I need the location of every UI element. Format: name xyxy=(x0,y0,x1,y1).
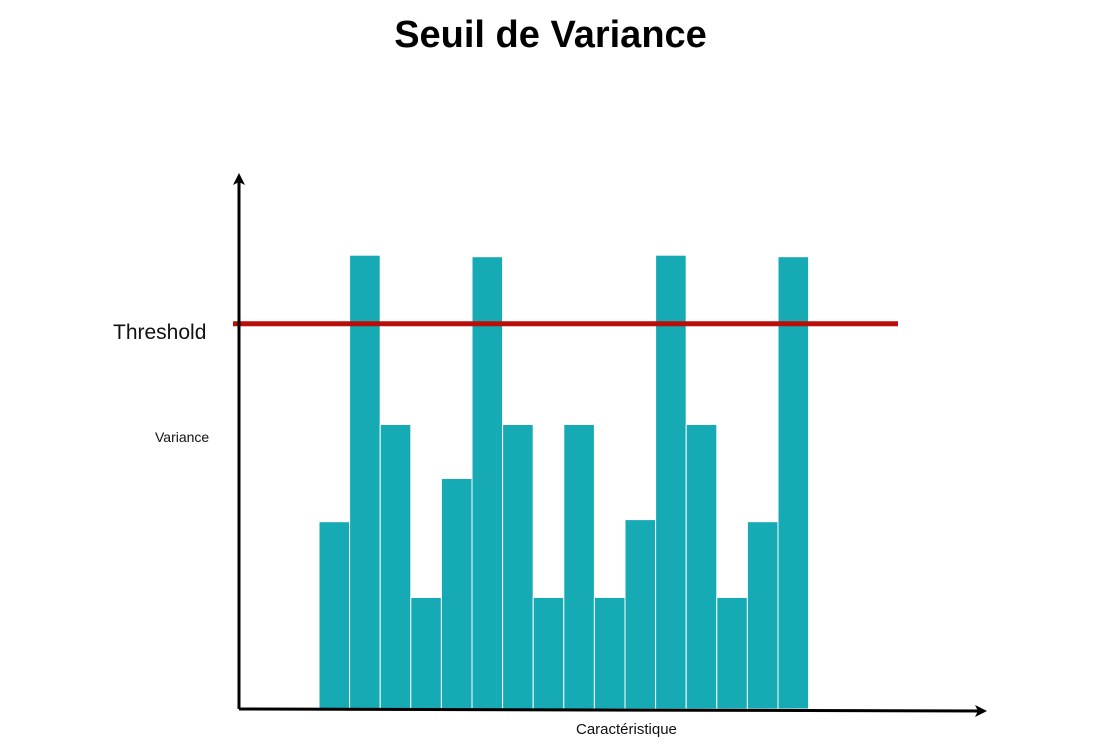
bar-3 xyxy=(379,424,412,710)
bar-12 xyxy=(655,254,687,710)
bar-5 xyxy=(440,478,473,710)
bar-16 xyxy=(777,256,810,710)
bar-9 xyxy=(563,424,595,710)
y-axis-label: Variance xyxy=(155,429,210,445)
bar-14 xyxy=(716,596,748,710)
bar-15 xyxy=(746,521,779,710)
bar-4 xyxy=(410,596,442,710)
bar-7 xyxy=(502,424,534,710)
bar-8 xyxy=(532,596,565,710)
bars-group xyxy=(318,254,810,710)
x-axis-label: Caractéristique xyxy=(576,721,677,738)
bar-11 xyxy=(624,519,657,710)
bar-1 xyxy=(318,521,351,710)
threshold-label: Threshold xyxy=(113,321,207,344)
x-axis xyxy=(238,704,987,717)
chart-title: Seuil de Variance xyxy=(394,14,707,56)
bar-2 xyxy=(349,254,381,710)
bar-13 xyxy=(685,424,718,710)
bar-10 xyxy=(593,596,626,710)
